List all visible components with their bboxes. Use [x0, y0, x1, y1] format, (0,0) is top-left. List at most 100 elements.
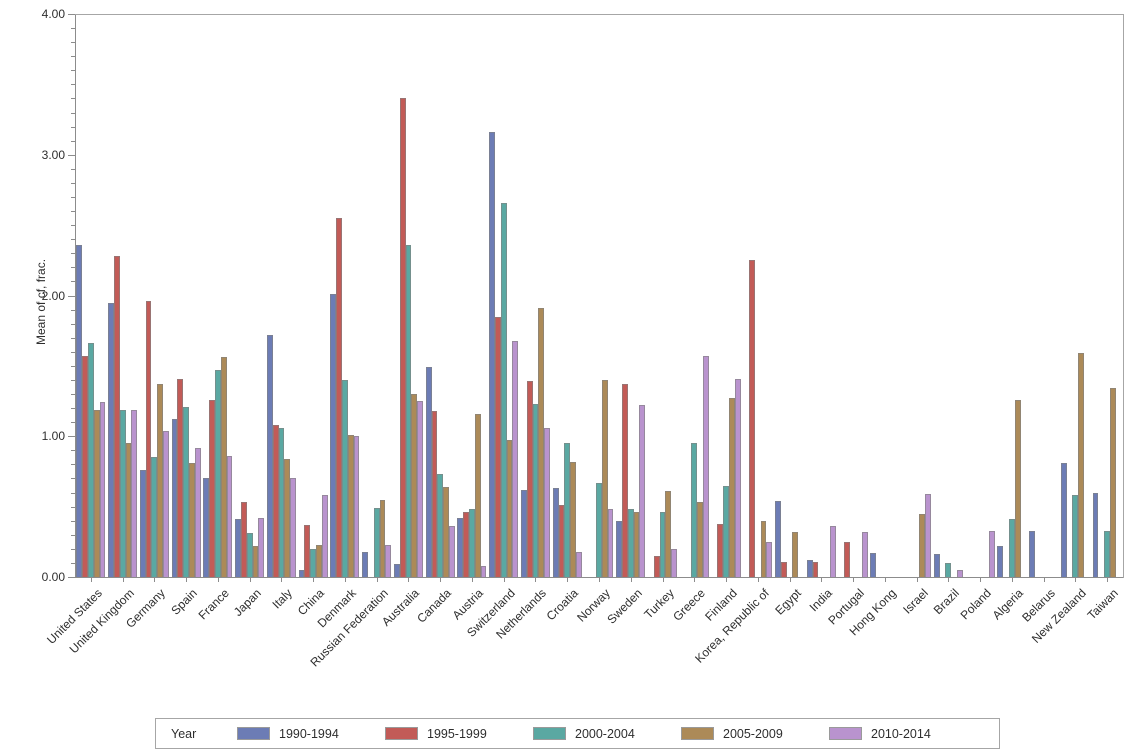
bar	[749, 260, 755, 577]
bar	[139, 470, 146, 577]
bar	[596, 482, 602, 577]
y-minor-tick	[71, 140, 75, 142]
bar	[76, 244, 83, 577]
x-tick	[313, 577, 315, 582]
y-minor-tick	[71, 422, 75, 424]
bar	[1008, 519, 1015, 577]
y-tick-label: 4.00	[41, 7, 65, 21]
bar	[489, 132, 496, 577]
bar	[1092, 492, 1099, 577]
legend-item: 1990-1994	[237, 727, 385, 741]
legend-swatch	[385, 727, 418, 740]
bar	[659, 512, 666, 577]
bar	[1072, 495, 1079, 577]
x-tick	[90, 577, 92, 582]
bar	[258, 517, 265, 577]
x-tick	[186, 577, 188, 582]
y-minor-tick	[71, 168, 75, 170]
legend-item: 2000-2004	[533, 727, 681, 741]
bar	[480, 565, 487, 577]
y-major-tick	[68, 14, 75, 15]
bar	[1078, 353, 1085, 577]
bar	[145, 301, 152, 577]
y-minor-tick	[71, 394, 75, 396]
legend-item-label: 2005-2009	[723, 726, 783, 741]
legend-swatch	[533, 727, 566, 740]
x-tick	[821, 577, 823, 582]
bar	[431, 410, 438, 577]
bar	[734, 378, 741, 577]
bar	[812, 561, 819, 577]
x-tick	[281, 577, 283, 582]
bar	[988, 530, 995, 577]
y-minor-tick	[71, 520, 75, 522]
bar	[945, 562, 952, 577]
y-minor-tick	[71, 211, 75, 213]
y-major-tick	[68, 577, 75, 578]
bar	[728, 398, 735, 577]
x-tick	[154, 577, 156, 582]
bar	[157, 384, 164, 577]
legend-item: 2005-2009	[681, 727, 829, 741]
x-tick	[726, 577, 728, 582]
bar	[665, 491, 672, 577]
bar	[506, 440, 513, 577]
y-minor-tick	[71, 56, 75, 58]
y-minor-tick	[71, 126, 75, 128]
x-tick	[567, 577, 569, 582]
x-tick	[789, 577, 791, 582]
bar	[792, 531, 799, 577]
bar	[336, 218, 343, 577]
x-tick	[662, 577, 664, 582]
x-tick	[1043, 577, 1045, 582]
y-minor-tick	[71, 365, 75, 367]
bar	[1060, 462, 1067, 577]
bar	[622, 384, 628, 577]
bar	[526, 381, 533, 577]
x-tick	[376, 577, 378, 582]
bar	[362, 551, 368, 577]
y-minor-tick	[71, 323, 75, 325]
y-minor-tick	[71, 98, 75, 100]
y-minor-tick	[71, 42, 75, 44]
bar	[760, 520, 767, 577]
x-tick	[122, 577, 124, 582]
bar	[933, 554, 940, 577]
bar	[266, 334, 273, 577]
x-tick	[980, 577, 982, 582]
x-tick	[948, 577, 950, 582]
y-minor-tick	[71, 196, 75, 198]
bar	[125, 443, 132, 577]
bar	[330, 294, 337, 577]
x-tick	[535, 577, 537, 582]
bar	[82, 356, 88, 577]
bar	[500, 202, 507, 577]
y-minor-tick	[71, 28, 75, 30]
bar	[316, 544, 322, 577]
bar	[177, 378, 184, 577]
y-minor-tick	[71, 562, 75, 564]
y-tick-label: 1.00	[41, 429, 65, 444]
bar	[215, 370, 221, 577]
bar	[702, 356, 709, 577]
x-tick	[1075, 577, 1077, 582]
bar	[723, 485, 729, 577]
bar	[278, 427, 285, 577]
x-tick	[503, 577, 505, 582]
bar	[284, 458, 291, 577]
bar	[575, 551, 582, 577]
bar	[246, 533, 253, 577]
bar	[775, 500, 781, 577]
y-minor-tick	[71, 70, 75, 72]
bar	[93, 409, 100, 577]
y-minor-tick	[71, 534, 75, 536]
y-minor-tick	[71, 239, 75, 241]
y-minor-tick	[71, 337, 75, 339]
bar	[99, 402, 106, 577]
y-tick-label: 0.00	[41, 570, 65, 584]
bar	[844, 541, 851, 577]
bar	[463, 512, 470, 577]
bar	[220, 357, 227, 577]
bar	[495, 316, 501, 577]
